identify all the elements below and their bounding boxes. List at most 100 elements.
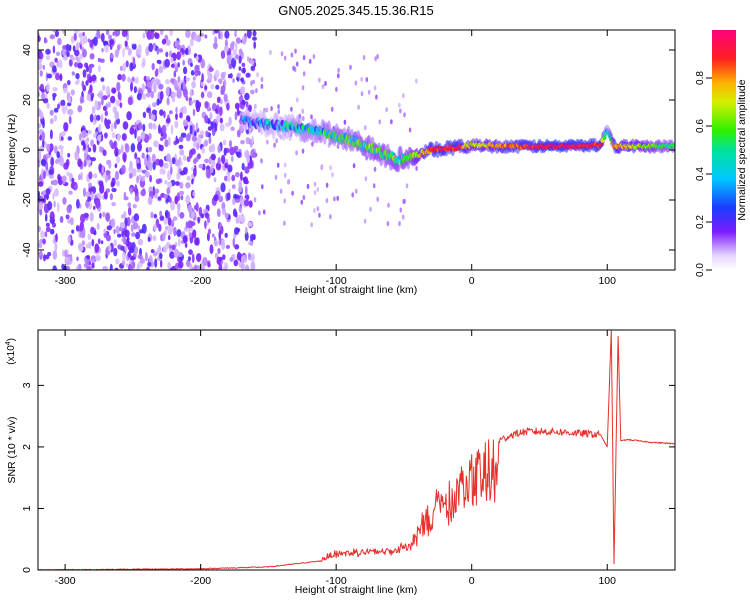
noise-blob	[374, 56, 377, 62]
noise-blob	[204, 85, 208, 91]
noise-blob	[231, 184, 236, 190]
noise-blob	[206, 91, 213, 99]
noise-blob	[408, 127, 412, 133]
y-tick-label: -40	[21, 242, 33, 257]
noise-blob	[195, 265, 201, 270]
noise-blob	[177, 237, 181, 247]
noise-blob	[41, 88, 45, 94]
noise-blob	[191, 178, 194, 185]
noise-blob	[194, 64, 200, 73]
noise-blob	[232, 197, 236, 206]
noise-blob	[114, 170, 120, 181]
noise-blob	[221, 208, 227, 216]
noise-blob	[113, 239, 117, 247]
noise-blob	[81, 240, 86, 246]
noise-blob	[158, 245, 161, 256]
noise-blob	[235, 217, 239, 224]
noise-blob	[283, 162, 287, 168]
noise-blob	[97, 65, 101, 73]
noise-blob	[150, 90, 154, 99]
noise-blob	[197, 70, 201, 76]
noise-blob	[89, 39, 94, 49]
noise-blob	[156, 98, 160, 106]
noise-blob	[155, 68, 159, 77]
noise-blob	[71, 229, 75, 234]
noise-blob	[171, 157, 176, 165]
noise-blob	[199, 130, 205, 136]
colorbar-tick-label: 0.6	[695, 119, 706, 133]
noise-blob	[44, 213, 48, 222]
noise-blob	[230, 126, 235, 131]
noise-blob	[313, 181, 317, 187]
noise-blob	[66, 51, 70, 57]
noise-blob	[153, 223, 157, 231]
spectrogram-xlabel: Height of straight line (km)	[295, 284, 418, 296]
noise-blob	[78, 231, 81, 238]
noise-blob	[130, 143, 136, 153]
noise-blob	[45, 254, 50, 260]
noise-blob	[103, 228, 107, 234]
noise-blob	[55, 158, 59, 165]
noise-blob	[190, 148, 196, 155]
noise-blob	[45, 48, 51, 55]
noise-blob	[40, 52, 44, 60]
noise-blob	[177, 196, 181, 201]
noise-blob	[117, 44, 121, 51]
noise-blob	[114, 30, 121, 37]
noise-blob	[67, 102, 72, 107]
noise-blob	[38, 162, 41, 168]
snr-y-ticks: 0 1 2 3	[21, 382, 675, 573]
noise-blob	[53, 200, 56, 208]
noise-blob	[83, 159, 87, 168]
noise-blob	[134, 184, 138, 192]
noise-blob	[68, 115, 72, 125]
spectrogram-ylabel: Frequency (Hz)	[6, 114, 18, 186]
y-tick-label: 2	[21, 444, 33, 450]
noise-blob	[204, 158, 210, 164]
noise-blob	[274, 174, 278, 180]
noise-blob	[87, 159, 92, 164]
noise-blob	[102, 149, 107, 157]
noise-blob	[246, 30, 252, 39]
noise-blob	[224, 212, 229, 219]
noise-blob	[52, 179, 58, 186]
noise-blob	[220, 50, 226, 59]
noise-blob	[130, 82, 133, 92]
noise-blob	[175, 181, 180, 186]
noise-blob	[150, 113, 156, 121]
noise-blob	[237, 186, 243, 193]
noise-blob	[219, 106, 223, 116]
noise-blob	[56, 202, 60, 213]
noise-blob	[222, 139, 227, 146]
noise-blob	[63, 87, 68, 94]
noise-blob	[135, 231, 141, 240]
noise-blob	[351, 192, 355, 198]
noise-blob	[270, 106, 273, 112]
noise-blob	[290, 52, 294, 58]
noise-blob	[369, 206, 372, 212]
noise-blob	[131, 76, 135, 82]
noise-blob	[324, 81, 327, 86]
noise-blob	[279, 188, 283, 194]
noise-blob	[360, 76, 364, 82]
noise-blob	[152, 160, 156, 171]
noise-blob	[99, 146, 103, 153]
noise-blob	[247, 56, 250, 62]
y-tick-label: -20	[21, 192, 33, 207]
noise-blob	[243, 199, 250, 207]
noise-blob	[211, 127, 216, 137]
noise-blob	[398, 102, 401, 108]
noise-blob	[185, 30, 191, 38]
noise-blob	[107, 101, 111, 108]
noise-blob	[318, 212, 321, 218]
noise-blob	[100, 77, 105, 82]
noise-blob	[191, 135, 198, 142]
noise-blob	[123, 191, 127, 199]
noise-blob	[316, 187, 320, 192]
noise-blob	[215, 108, 218, 114]
noise-blob	[234, 111, 238, 121]
noise-blob	[155, 178, 161, 185]
noise-blob	[153, 83, 157, 93]
noise-blob	[245, 72, 251, 78]
